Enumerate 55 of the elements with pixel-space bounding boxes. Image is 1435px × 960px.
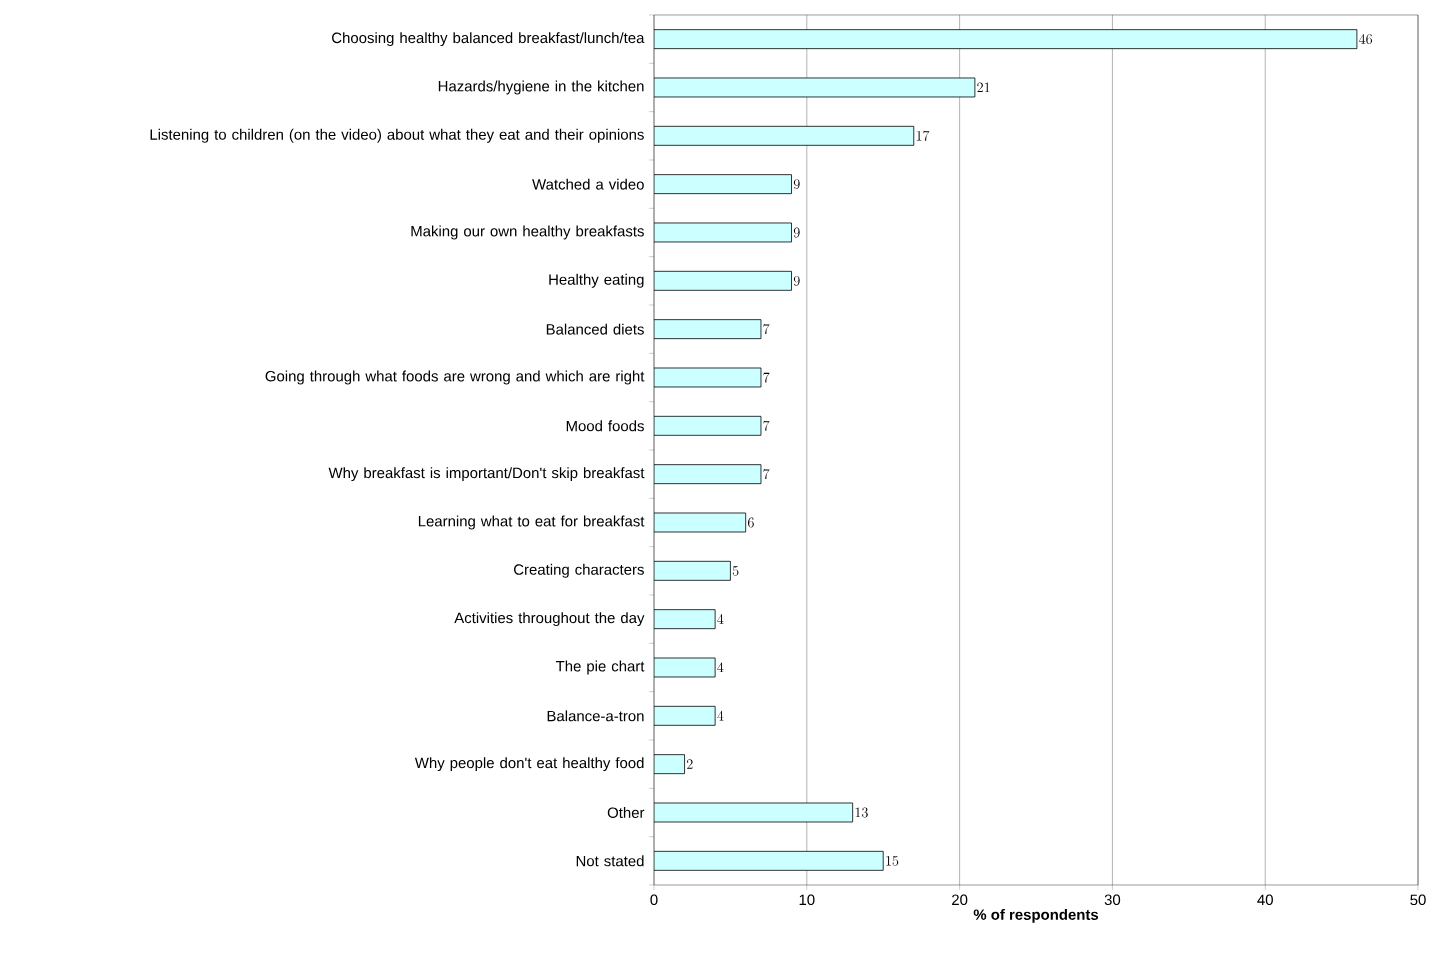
x-tick-label: 50: [1410, 894, 1426, 906]
bar: [654, 270, 792, 291]
y-tick-label: Choosing healthy balanced breakfast/lunch/tea: [332, 32, 645, 47]
x-tick-label: 30: [1104, 894, 1121, 906]
y-tick-label: Balance-a-tron: [547, 710, 644, 722]
y-tick-label: Watched a video: [532, 178, 644, 190]
y-tick-label: Learning what to eat for breakfast: [418, 515, 645, 530]
data-label: 9: [793, 275, 800, 286]
data-label: 7: [763, 420, 770, 431]
data-label: 7: [763, 469, 770, 480]
y-tick-label: The pie chart: [555, 660, 645, 675]
bar: [654, 609, 716, 630]
data-label: 21: [977, 82, 990, 93]
data-label: 13: [855, 807, 868, 818]
x-tick-label: 20: [952, 894, 968, 906]
y-tick-label: Balanced diets: [546, 323, 644, 335]
data-label: 9: [793, 227, 800, 238]
bar: [654, 560, 731, 581]
data-label: 5: [732, 565, 739, 576]
data-label: 4: [717, 614, 724, 624]
y-tick-label: Hazards/hygiene in the kitchen: [438, 80, 644, 95]
bar: [654, 850, 884, 871]
y-tick-label: Healthy eating: [549, 273, 644, 288]
bar: [654, 319, 762, 340]
data-label: 6: [748, 517, 754, 528]
data-label: 15: [886, 855, 899, 866]
data-label: 46: [1359, 34, 1373, 45]
bar: [654, 464, 762, 485]
data-label: 7: [763, 324, 770, 335]
data-label: 7: [763, 372, 770, 383]
bar: [654, 125, 915, 146]
data-label: 4: [717, 662, 724, 673]
y-tick-label: Why people don't eat healthy food: [414, 757, 644, 772]
x-tick-label: 10: [799, 894, 815, 906]
y-tick-label: Activities throughout the day: [454, 612, 645, 627]
bar: [654, 29, 1358, 50]
y-tick-label: Why breakfast is important/Don't skip breakfast: [328, 467, 645, 482]
bar: [654, 705, 716, 726]
data-label: 17: [916, 130, 930, 141]
x-tick-label: 40: [1257, 894, 1273, 906]
y-tick-label: Making our own healthy breakfasts: [411, 225, 644, 240]
bar: [654, 415, 762, 436]
y-tick-label: Going through what foods are wrong and which are right: [265, 370, 645, 385]
y-tick-label: Listening to children (on the video) about what they eat and their opinions: [150, 128, 644, 143]
y-tick-label: Other: [607, 807, 645, 818]
y-tick-label: Mood foods: [566, 420, 644, 432]
y-tick-label: Creating characters: [514, 563, 644, 578]
data-label: 9: [793, 179, 800, 190]
x-tick-label: 0: [650, 894, 658, 906]
data-label: 4: [717, 710, 724, 721]
data-label: 2: [686, 759, 693, 769]
bar: [654, 174, 792, 195]
x-axis-title: % of respondents: [973, 908, 1099, 923]
y-tick-label: Not stated: [576, 855, 644, 867]
bar: [654, 754, 685, 775]
